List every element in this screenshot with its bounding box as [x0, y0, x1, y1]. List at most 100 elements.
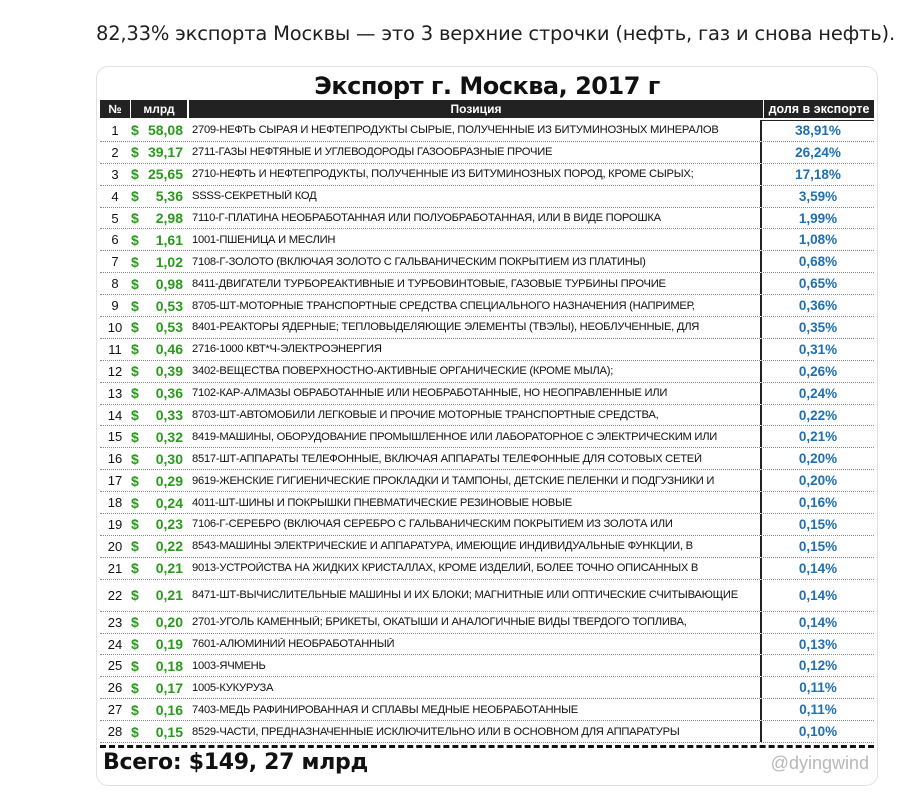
row-share: 0,10%: [760, 721, 874, 743]
row-num: 26: [107, 680, 123, 696]
row-share: 38,91%: [760, 120, 874, 141]
row-value: $0,30: [130, 451, 186, 467]
row-share: 0,31%: [760, 338, 874, 360]
table-row: 4 $5,36 SSSS-СЕКРЕТНЫЙ КОД 3,59%: [100, 185, 874, 208]
row-position: 2710-НЕФТЬ И НЕФТЕПРОДУКТЫ, ПОЛУЧЕННЫЕ И…: [192, 168, 694, 181]
table-row: 28 $0,15 8529-ЧАСТИ, ПРЕДНАЗНАЧЕННЫЕ ИСКЛЮ…: [100, 721, 874, 744]
row-value: $39,17: [130, 144, 186, 160]
row-num: 28: [107, 724, 123, 740]
row-value: $0,24: [130, 495, 186, 511]
table-row: 14 $0,33 8703-ШТ-АВТОМОБИЛИ ЛЕГКОВЫЕ И ПРО…: [100, 404, 874, 427]
row-num: 23: [107, 614, 123, 630]
row-num: 5: [111, 210, 119, 226]
row-share: 0,21%: [760, 426, 874, 448]
currency-sign: $: [131, 494, 139, 511]
row-position: 7108-Г-ЗОЛОТО (ВКЛЮЧАЯ ЗОЛОТО С ГАЛЬВАНИ…: [192, 255, 646, 268]
row-value-amount: 0,23: [155, 516, 183, 533]
table-row: 23 $0,20 2701-УГОЛЬ КАМЕННЫЙ; БРИКЕТЫ, ОКА…: [100, 611, 874, 634]
row-position: 1005-КУКУРУЗА: [192, 681, 274, 694]
currency-sign: $: [131, 472, 139, 489]
row-num: 7: [111, 254, 119, 270]
currency-sign: $: [131, 297, 139, 314]
row-value-amount: 0,16: [155, 701, 183, 718]
table-row: 5 $2,98 7110-Г-ПЛАТИНА НЕОБРАБОТАННАЯ ИЛИ …: [100, 207, 874, 230]
row-num: 12: [107, 363, 123, 379]
table-row: 20 $0,22 8543-МАШИНЫ ЭЛЕКТРИЧЕСКИЕ И АППАР…: [100, 535, 874, 558]
row-position: 8705-ШТ-МОТОРНЫЕ ТРАНСПОРТНЫЕ СРЕДСТВА С…: [192, 299, 695, 312]
header-position: Позиция: [189, 100, 763, 118]
row-value-amount: 0,29: [155, 472, 183, 489]
table-row: 9 $0,53 8705-ШТ-МОТОРНЫЕ ТРАНСПОРТНЫЕ СРЕД…: [100, 295, 874, 318]
row-value: $0,36: [130, 385, 186, 401]
row-num: 22: [107, 587, 123, 603]
row-position: 8543-МАШИНЫ ЭЛЕКТРИЧЕСКИЕ И АППАРАТУРА, …: [192, 540, 693, 553]
row-value: $0,53: [130, 319, 186, 335]
row-value-amount: 0,22: [155, 538, 183, 555]
row-value: $0,20: [130, 614, 186, 630]
row-share: 0,15%: [760, 514, 874, 535]
row-num: 13: [107, 385, 123, 401]
row-position: 2711-ГАЗЫ НЕФТЯНЫЕ И УГЛЕВОДОРОДЫ ГАЗООБ…: [192, 146, 553, 159]
currency-sign: $: [131, 679, 139, 696]
currency-sign: $: [131, 428, 139, 445]
row-position: 3402-ВЕЩЕСТВА ПОВЕРХНОСТНО-АКТИВНЫЕ ОРГА…: [192, 365, 614, 378]
row-share: 0,26%: [760, 360, 874, 382]
row-num: 6: [111, 232, 119, 248]
currency-sign: $: [131, 122, 139, 139]
table-header: № млрд Позиция доля в экспорте: [100, 100, 874, 118]
table-row: 13 $0,36 7102-КАР-АЛМАЗЫ ОБРАБОТАННЫЕ ИЛИ …: [100, 382, 874, 405]
row-share: 0,24%: [760, 382, 874, 404]
row-num: 8: [111, 276, 119, 292]
row-value: $1,61: [130, 232, 186, 248]
row-value-amount: 2,98: [155, 210, 183, 226]
row-value: $2,98: [130, 210, 186, 226]
row-value: $0,16: [130, 702, 186, 718]
currency-sign: $: [131, 275, 139, 292]
row-share: 0,20%: [760, 470, 874, 492]
row-value: $25,65: [130, 166, 186, 182]
row-position: 9013-УСТРОЙСТВА НА ЖИДКИХ КРИСТАЛЛАХ, КР…: [192, 562, 699, 575]
row-position: 8411-ДВИГАТЕЛИ ТУРБОРЕАКТИВНЫЕ И ТУРБОВИ…: [192, 277, 666, 290]
row-value: $0,39: [130, 363, 186, 379]
row-value-amount: 0,24: [155, 494, 183, 511]
row-num: 27: [107, 702, 123, 718]
row-num: 21: [107, 560, 123, 576]
row-value: $0,23: [130, 516, 186, 532]
row-share: 0,11%: [760, 677, 874, 699]
row-position: 4011-ШТ-ШИНЫ И ПОКРЫШКИ ПНЕВМАТИЧЕСКИЕ Р…: [192, 496, 572, 509]
table-row: 25 $0,18 1003-ЯЧМЕНЬ 0,12%: [100, 655, 874, 678]
currency-sign: $: [131, 166, 139, 183]
row-value-amount: 0,32: [155, 428, 183, 445]
row-num: 15: [107, 429, 123, 445]
table-row: 21 $0,21 9013-УСТРОЙСТВА НА ЖИДКИХ КРИСТАЛ…: [100, 557, 874, 580]
row-value: $0,21: [130, 587, 186, 603]
row-value: $0,17: [130, 680, 186, 696]
row-position: 7106-Г-СЕРЕБРО (ВКЛЮЧАЯ СЕРЕБРО С ГАЛЬВА…: [192, 518, 673, 531]
row-share: 0,11%: [760, 699, 874, 721]
row-value-amount: 0,21: [155, 587, 183, 604]
export-table-image: Экспорт г. Москва, 2017 г № млрд Позиция…: [96, 66, 878, 786]
currency-sign: $: [131, 450, 139, 467]
row-num: 20: [107, 538, 123, 554]
currency-sign: $: [131, 319, 139, 336]
row-value-amount: 0,20: [155, 614, 183, 631]
row-share: 0,13%: [760, 633, 874, 655]
table-row: 17 $0,29 9619-ЖЕНСКИЕ ГИГИЕНИЧЕСКИЕ ПРОКЛА…: [100, 470, 874, 493]
table-row: 8 $0,98 8411-ДВИГАТЕЛИ ТУРБОРЕАКТИВНЫЕ И Т…: [100, 273, 874, 296]
table-row: 7 $1,02 7108-Г-ЗОЛОТО (ВКЛЮЧАЯ ЗОЛОТО С ГА…: [100, 251, 874, 274]
currency-sign: $: [131, 538, 139, 555]
row-share: 0,14%: [760, 579, 874, 611]
table-row: 26 $0,17 1005-КУКУРУЗА 0,11%: [100, 677, 874, 700]
row-position: 8703-ШТ-АВТОМОБИЛИ ЛЕГКОВЫЕ И ПРОЧИЕ МОТ…: [192, 409, 659, 422]
row-value-amount: 0,53: [155, 319, 183, 336]
currency-sign: $: [131, 636, 139, 653]
row-num: 10: [107, 319, 123, 335]
post-caption: 82,33% экспорта Москвы — это 3 верхние с…: [96, 22, 895, 45]
row-position: SSSS-СЕКРЕТНЫЙ КОД: [192, 190, 317, 203]
row-value: $1,02: [130, 254, 186, 270]
row-value: $0,98: [130, 276, 186, 292]
row-num: 19: [107, 516, 123, 532]
table-title: Экспорт г. Москва, 2017 г: [314, 72, 660, 100]
row-value-amount: 0,98: [155, 275, 183, 292]
row-share: 0,22%: [760, 404, 874, 426]
